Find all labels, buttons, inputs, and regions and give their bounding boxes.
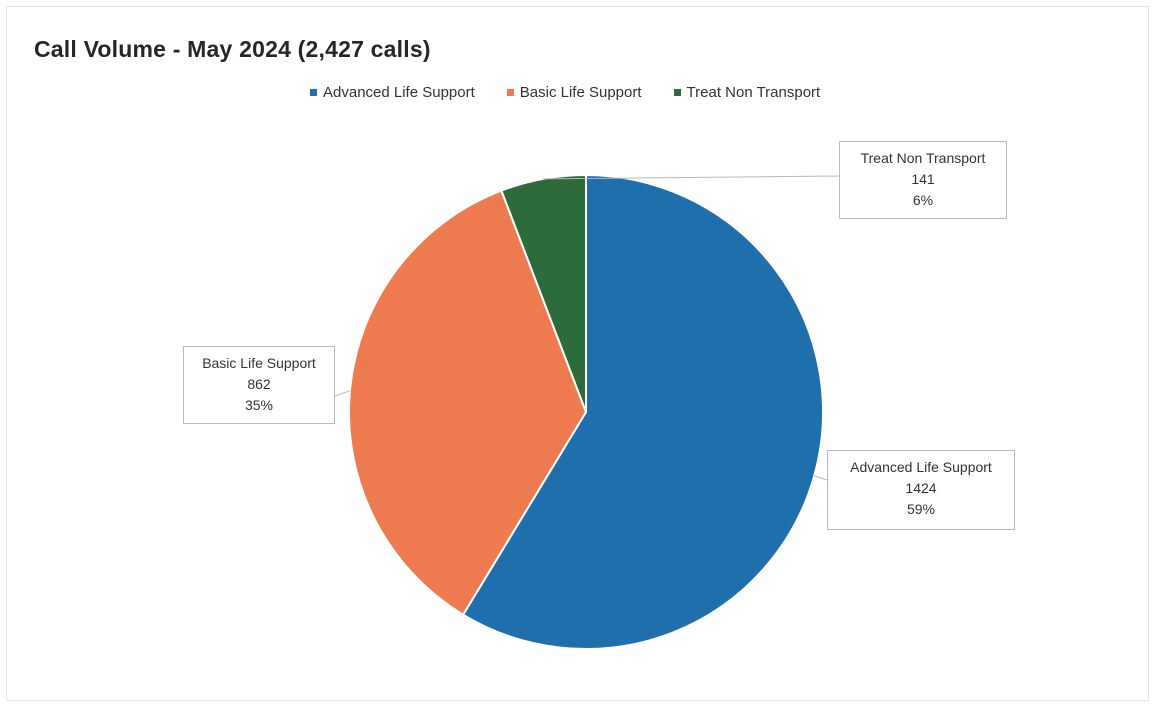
data-label-value: 1424 bbox=[905, 480, 937, 496]
leader-line-advanced-life-support bbox=[814, 475, 828, 481]
legend-swatch-treat-non-transport bbox=[673, 89, 681, 96]
data-label-value: 141 bbox=[911, 171, 935, 187]
legend-item-advanced-life-support: Advanced Life Support bbox=[310, 84, 475, 101]
pie-slice-advanced-life-support bbox=[461, 173, 824, 650]
data-label-category: Basic Life Support bbox=[202, 355, 316, 371]
legend-label-advanced-life-support: Advanced Life Support bbox=[323, 84, 475, 101]
legend-swatch-basic-life-support bbox=[506, 89, 514, 96]
data-label-percent: 59% bbox=[906, 501, 936, 517]
data-label-percent: 6% bbox=[912, 192, 934, 208]
chart-frame bbox=[6, 6, 1149, 701]
leader-line-basic-life-support bbox=[334, 390, 351, 397]
pie-slice-basic-life-support bbox=[348, 189, 588, 617]
data-label-value: 862 bbox=[247, 376, 271, 392]
data-label-basic-life-support: Basic Life Support 862 35% bbox=[183, 346, 335, 424]
data-label-category: Treat Non Transport bbox=[860, 150, 986, 166]
legend-item-basic-life-support: Basic Life Support bbox=[506, 84, 642, 101]
data-label-category: Advanced Life Support bbox=[850, 459, 992, 475]
legend-label-treat-non-transport: Treat Non Transport bbox=[686, 84, 821, 101]
legend-item-treat-non-transport: Treat Non Transport bbox=[673, 84, 821, 101]
data-label-advanced-life-support: Advanced Life Support 1424 59% bbox=[827, 450, 1015, 530]
chart-title: Call Volume - May 2024 (2,427 calls) bbox=[34, 36, 431, 62]
leader-line-treat-non-transport bbox=[542, 175, 840, 180]
legend-swatch-advanced-life-support bbox=[310, 89, 317, 96]
data-label-treat-non-transport: Treat Non Transport 141 6% bbox=[839, 141, 1007, 219]
legend-label-basic-life-support: Basic Life Support bbox=[519, 84, 642, 101]
data-label-percent: 35% bbox=[244, 397, 274, 413]
chart-legend: Advanced Life Support Basic Life Support… bbox=[310, 84, 820, 101]
